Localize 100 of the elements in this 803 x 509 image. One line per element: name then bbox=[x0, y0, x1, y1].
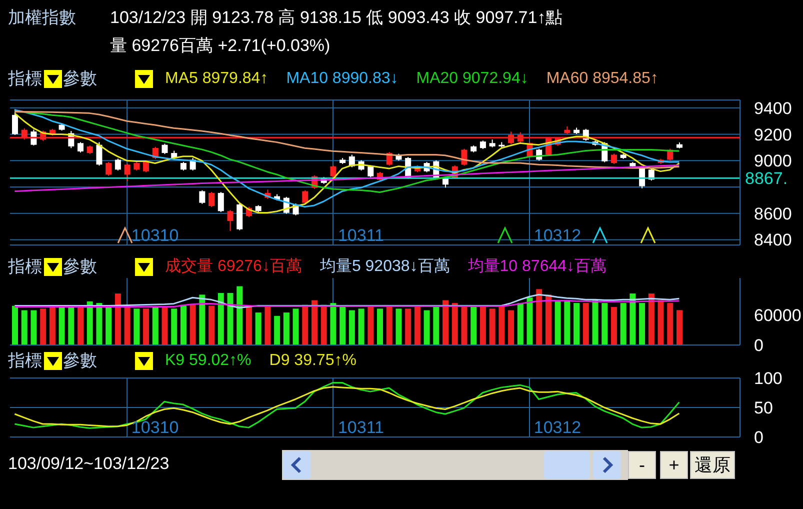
candlestick bbox=[78, 142, 84, 153]
series-label: D9 39.75↑% bbox=[269, 351, 356, 371]
x-tick-label: 10311 bbox=[338, 418, 384, 437]
bar bbox=[386, 306, 392, 345]
bar bbox=[545, 294, 552, 345]
bar bbox=[86, 301, 93, 345]
bar bbox=[377, 308, 383, 345]
candlestick bbox=[114, 158, 121, 172]
bar bbox=[452, 303, 458, 345]
bar bbox=[517, 303, 524, 345]
bar bbox=[554, 301, 561, 345]
bar bbox=[630, 294, 636, 345]
bar bbox=[49, 308, 56, 345]
bar bbox=[340, 306, 346, 345]
y-tick-label: 50 bbox=[754, 398, 773, 418]
y-tick-label: 8600 bbox=[754, 204, 792, 224]
text: MA5 8979.84↑ bbox=[165, 69, 268, 89]
bar bbox=[508, 310, 514, 345]
bar bbox=[274, 316, 280, 345]
bar bbox=[330, 303, 336, 345]
bar bbox=[480, 306, 486, 345]
candlestick bbox=[227, 210, 234, 232]
bar bbox=[348, 310, 355, 345]
bar bbox=[461, 306, 468, 345]
bar bbox=[489, 308, 496, 345]
y-tick-label: 0 bbox=[754, 428, 764, 447]
candlestick bbox=[124, 163, 130, 182]
candlestick bbox=[96, 142, 102, 166]
text: 103/09/12~103/12/23 bbox=[8, 454, 170, 474]
bar bbox=[498, 306, 505, 345]
bar bbox=[536, 289, 542, 345]
text: 參數 bbox=[63, 351, 97, 371]
text: MA20 9072.94↓ bbox=[416, 69, 528, 89]
bar bbox=[208, 306, 215, 345]
bar bbox=[610, 306, 617, 345]
text: 量 69276百萬 +2.71(+0.03%) bbox=[110, 36, 330, 56]
bar bbox=[78, 306, 84, 345]
chart-subtitle: 103/12/23 開 9123.78 高 9138.15 低 9093.43 收 9097.71↑點 bbox=[110, 8, 563, 28]
bar bbox=[152, 306, 158, 345]
text: MA10 8990.83↓ bbox=[286, 69, 398, 89]
bar bbox=[368, 306, 374, 345]
bar bbox=[424, 310, 430, 345]
line-series bbox=[14, 164, 680, 192]
bar bbox=[171, 308, 178, 345]
text: 指標 bbox=[8, 69, 42, 89]
candlestick bbox=[143, 160, 150, 173]
bar bbox=[21, 310, 28, 345]
bar bbox=[602, 303, 608, 345]
series-label: 均量5 92038↓百萬 bbox=[320, 257, 450, 277]
bar bbox=[40, 308, 46, 345]
minus-button: - bbox=[628, 451, 656, 479]
text: 參數 bbox=[63, 69, 97, 89]
bar bbox=[676, 310, 682, 345]
candlestick bbox=[12, 108, 18, 136]
y-tick-label: 9200 bbox=[754, 125, 792, 144]
bar bbox=[96, 303, 102, 345]
bar bbox=[227, 292, 234, 345]
bar bbox=[292, 308, 299, 345]
chart-title: 加權指數 bbox=[8, 8, 76, 28]
bar bbox=[433, 306, 440, 345]
bar bbox=[564, 301, 570, 345]
bar bbox=[30, 310, 37, 345]
bar bbox=[396, 308, 402, 345]
bar bbox=[620, 303, 626, 345]
bar bbox=[582, 303, 589, 345]
bar bbox=[667, 303, 674, 345]
bar bbox=[255, 312, 262, 345]
y-tick-label: 100 bbox=[754, 369, 782, 388]
bar bbox=[264, 306, 271, 345]
bar bbox=[311, 300, 318, 345]
line-series bbox=[14, 300, 680, 308]
series-label: 均量10 87644↓百萬 bbox=[468, 257, 607, 277]
candlestick bbox=[461, 148, 468, 166]
candlestick bbox=[302, 190, 308, 204]
series-label: 成交量 69276↓百萬 bbox=[165, 257, 302, 277]
bar bbox=[199, 294, 206, 345]
text: 指標 bbox=[8, 351, 42, 371]
y-tick-label: 0 bbox=[754, 336, 764, 355]
text: MA60 8954.85↑ bbox=[546, 69, 658, 89]
y-tick-label: 8400 bbox=[754, 230, 792, 250]
bar bbox=[58, 306, 65, 345]
bar bbox=[526, 297, 533, 345]
bar bbox=[639, 303, 646, 345]
text: 參數 bbox=[63, 257, 97, 277]
plus-button: + bbox=[660, 451, 688, 479]
bar bbox=[574, 303, 580, 345]
candlestick bbox=[162, 143, 168, 155]
bar bbox=[190, 304, 196, 345]
bar bbox=[180, 304, 186, 345]
bar bbox=[470, 306, 477, 345]
y-tick-label: 9400 bbox=[754, 98, 792, 118]
x-tick-label: 10312 bbox=[534, 418, 582, 437]
bar bbox=[106, 306, 112, 345]
bar bbox=[320, 304, 327, 345]
bar bbox=[442, 300, 449, 345]
bar bbox=[236, 286, 243, 345]
bar bbox=[405, 308, 412, 345]
candlestick bbox=[208, 192, 215, 208]
bar bbox=[302, 304, 308, 345]
bar bbox=[283, 312, 290, 345]
